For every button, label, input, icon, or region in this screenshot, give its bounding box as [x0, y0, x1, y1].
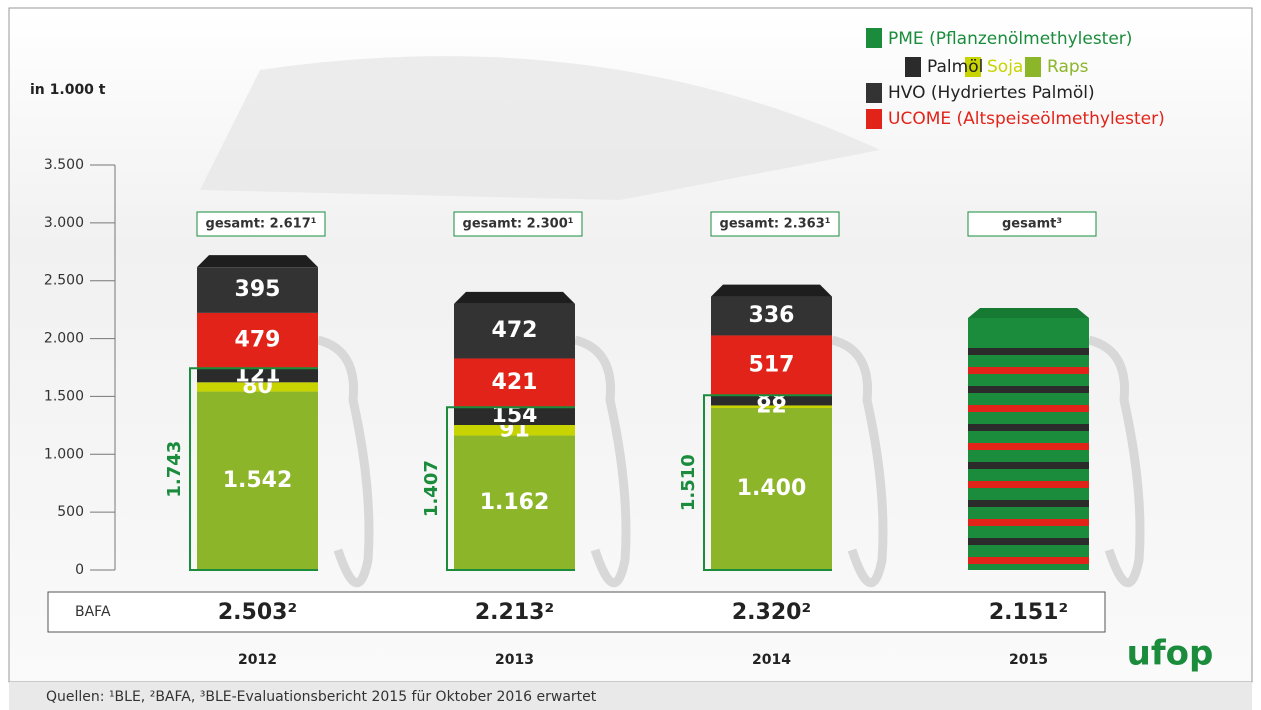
- y-tick-label: 0: [75, 562, 84, 578]
- stripe: [968, 538, 1089, 545]
- segment-label: 421: [492, 370, 538, 395]
- bafa-value: 2.503²: [218, 600, 297, 625]
- stripe: [968, 386, 1089, 393]
- legend-swatch: [905, 57, 921, 77]
- bafa-value: 2.213²: [475, 600, 554, 625]
- stripe: [968, 424, 1089, 431]
- source-note: Quellen: ¹BLE, ²BAFA, ³BLE-Evaluationsbe…: [46, 689, 597, 705]
- legend-label: UCOME (Altspeiseölmethylester): [888, 109, 1165, 129]
- segment-label: 395: [235, 277, 281, 302]
- bafa-box: [48, 592, 1105, 632]
- stripe: [968, 348, 1089, 355]
- y-tick-label: 500: [57, 504, 84, 520]
- bar-top: [454, 292, 575, 304]
- total-label: gesamt: 2.363¹: [720, 217, 831, 232]
- segment-label: 336: [749, 303, 795, 328]
- x-tick-label: 2013: [495, 652, 534, 668]
- y-tick-label: 2.000: [44, 331, 84, 347]
- stripe: [968, 481, 1089, 488]
- chart: Quellen: ¹BLE, ²BAFA, ³BLE-Evaluationsbe…: [0, 0, 1261, 710]
- segment-label: 1.400: [737, 476, 807, 501]
- y-tick-label: 3.000: [44, 215, 84, 231]
- y-tick-label: 1.000: [44, 446, 84, 462]
- total-label: gesamt: 2.300¹: [463, 217, 574, 232]
- legend-label: HVO (Hydriertes Palmöl): [888, 83, 1095, 103]
- segment-label: 1.162: [480, 490, 550, 515]
- stripe: [968, 462, 1089, 469]
- legend-label: Raps: [1047, 57, 1089, 77]
- y-tick-label: 1.500: [44, 388, 84, 404]
- pme-total-label: 1.407: [421, 460, 442, 517]
- x-tick-label: 2015: [1009, 652, 1048, 668]
- pme-total-label: 1.510: [678, 454, 699, 511]
- bafa-value: 2.151²: [989, 600, 1068, 625]
- stripe: [968, 443, 1089, 450]
- y-axis-label: in 1.000 t: [30, 82, 106, 98]
- logo: ufop: [1127, 634, 1214, 674]
- pme-total-label: 1.743: [164, 441, 185, 498]
- bafa-label: BAFA: [75, 604, 111, 620]
- x-tick-label: 2014: [752, 652, 791, 668]
- bar-top: [968, 308, 1089, 318]
- segment-label: 1.542: [223, 468, 293, 493]
- legend-swatch: [866, 83, 882, 103]
- stripe: [968, 519, 1089, 526]
- segment-label: 479: [235, 328, 281, 353]
- legend-label: Palmöl: [927, 57, 983, 77]
- stripe: [968, 405, 1089, 412]
- bar-top: [711, 285, 832, 297]
- bar-top: [197, 255, 318, 267]
- stripe: [968, 557, 1089, 564]
- segment-label: 517: [749, 352, 795, 377]
- stripe: [968, 367, 1089, 374]
- bafa-value: 2.320²: [732, 600, 811, 625]
- y-tick-label: 3.500: [44, 157, 84, 173]
- legend-swatch: [1025, 57, 1041, 77]
- legend-swatch: [866, 28, 882, 48]
- legend-label: Soja: [987, 57, 1023, 77]
- segment-label: 472: [492, 318, 538, 343]
- stripe: [968, 500, 1089, 507]
- total-label: gesamt³: [1002, 217, 1062, 232]
- y-tick-label: 2.500: [44, 273, 84, 289]
- legend-swatch: [866, 109, 882, 129]
- x-tick-label: 2012: [238, 652, 277, 668]
- legend-group: PME (Pflanzenölmethylester): [888, 29, 1132, 49]
- total-label: gesamt: 2.617¹: [206, 217, 317, 232]
